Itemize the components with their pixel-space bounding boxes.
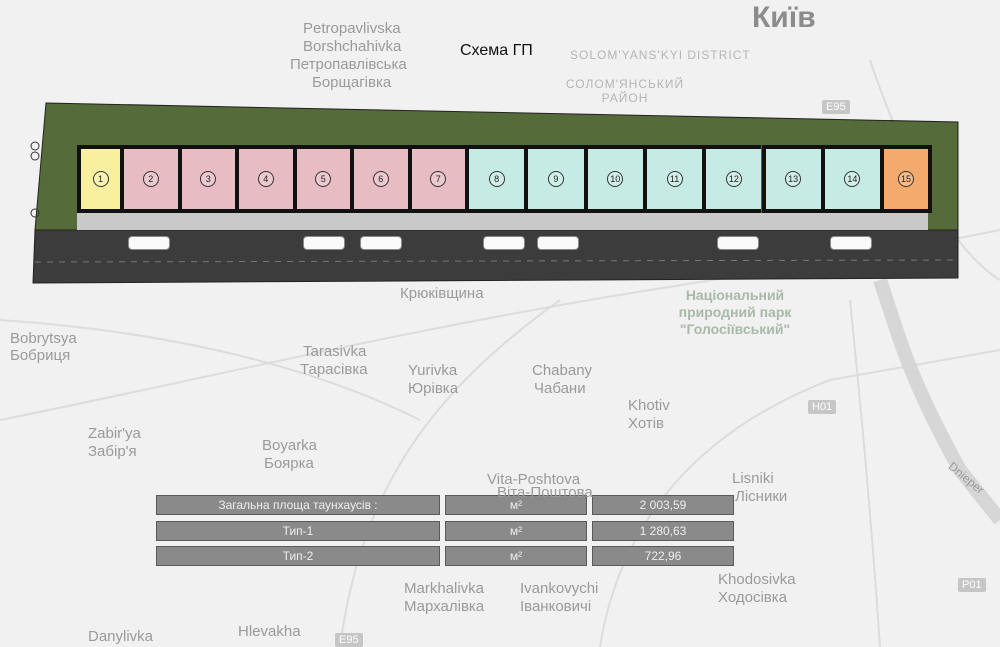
townhouse-unit: 13: [761, 145, 821, 213]
unit-number: 8: [488, 171, 505, 187]
townhouse-unit: 12: [702, 145, 762, 213]
car: [537, 236, 579, 250]
map-label: Віта-Поштова: [497, 484, 593, 501]
unit-number: 7: [430, 171, 447, 187]
unit-number: 15: [898, 171, 915, 187]
townhouse-unit: 6: [350, 145, 408, 213]
map-label: Ivankovychi: [520, 580, 599, 597]
map-label: Khodosivka: [718, 571, 796, 588]
map-label: Borshchahivka: [303, 38, 402, 55]
map-label: Tarasivka: [303, 343, 367, 360]
row-value: 2 003,59: [592, 495, 734, 515]
map-label: Київ: [752, 1, 816, 34]
townhouse-unit: 7: [407, 145, 465, 213]
map-label: Забір'я: [88, 443, 137, 460]
unit-number: 9: [547, 171, 564, 187]
road-shield: P01: [958, 578, 986, 592]
car: [128, 236, 170, 250]
road-marking: [34, 259, 959, 263]
unit-number: 5: [315, 171, 332, 187]
unit-number: 4: [257, 171, 274, 187]
townhouse-unit: 2: [120, 145, 178, 213]
map-label: Danylivka: [88, 628, 154, 645]
map-label: СОЛОМ'ЯНСЬКИЙ РАЙОН: [565, 77, 685, 105]
map-label: Markhalivka: [404, 580, 485, 597]
road-shield: E95: [335, 633, 363, 647]
car: [483, 236, 525, 250]
map-label: Лісники: [735, 488, 788, 505]
map-label: Чабани: [534, 380, 586, 397]
row-value: 722,96: [592, 546, 734, 566]
townhouse-unit: 5: [292, 145, 350, 213]
unit-number: 6: [372, 171, 389, 187]
map-label: Zabir'ya: [88, 425, 141, 442]
row-unit: м²: [445, 546, 587, 566]
row-label: Тип-1: [156, 521, 440, 541]
parking-strip: [77, 213, 928, 230]
car: [303, 236, 345, 250]
townhouse-unit: 14: [820, 145, 881, 213]
map-label: Бобриця: [10, 347, 71, 364]
unit-number: 3: [200, 171, 217, 187]
map-label: Хотів: [628, 415, 665, 432]
unit-number: 11: [666, 171, 683, 187]
car: [830, 236, 872, 250]
table-row: Тип-2 м² 722,96: [156, 546, 734, 566]
map-label: Борщагівка: [312, 74, 392, 91]
table-row: Тип-1 м² 1 280,63: [156, 521, 734, 541]
row-unit: м²: [445, 495, 587, 515]
car: [717, 236, 759, 250]
axis-marker: [30, 208, 40, 218]
row-label: Тип-2: [156, 546, 440, 566]
map-label: Vita-Poshtova: [487, 471, 581, 488]
axis-marker: [30, 141, 40, 151]
map-label: Hlevakha: [238, 623, 301, 640]
unit-number: 14: [844, 171, 861, 187]
townhouse-unit: 11: [642, 145, 703, 213]
townhouse-unit: 3: [177, 145, 235, 213]
townhouse-unit: 8: [465, 145, 525, 213]
map-label: Ходосівка: [718, 589, 787, 606]
map-label: Мархалівка: [404, 598, 485, 615]
map-label: Іванковичі: [520, 598, 592, 615]
map-label: Chabany: [532, 362, 593, 379]
map-label: Крюківщина: [400, 285, 484, 302]
map-label: Petropavlivska: [303, 20, 401, 37]
unit-number: 10: [607, 171, 624, 187]
row-value: 1 280,63: [592, 521, 734, 541]
map-label: Юрівка: [408, 380, 459, 397]
map-label: Петропавлівська: [290, 56, 407, 73]
townhouse-unit: 4: [235, 145, 293, 213]
row-unit: м²: [445, 521, 587, 541]
unit-number: 13: [785, 171, 802, 187]
map-label: Lisniki: [732, 470, 774, 487]
map-label: Khotiv: [628, 397, 670, 414]
table-row: Загальна площа таунхаусів : м² 2 003,59: [156, 495, 734, 515]
map-label: Тарасівка: [300, 361, 368, 378]
townhouse-unit: 10: [583, 145, 643, 213]
page-title: Схема ГП: [460, 42, 533, 59]
map-label: Boyarka: [262, 437, 318, 454]
unit-number: 12: [725, 171, 742, 187]
townhouse-unit: 9: [524, 145, 584, 213]
road-shield: E95: [822, 100, 850, 114]
map-label: Боярка: [264, 455, 314, 472]
map-label: Національний природний парк "Голосіївськ…: [678, 287, 792, 337]
axis-marker: [30, 151, 40, 161]
row-label: Загальна площа таунхаусів :: [156, 495, 440, 515]
unit-number: 2: [142, 171, 159, 187]
map-label: Yurivka: [408, 362, 458, 379]
map-label: Bobrytsya: [10, 330, 77, 347]
car: [360, 236, 402, 250]
townhouse-unit: 1: [77, 145, 120, 213]
road-shield: H01: [808, 400, 837, 414]
unit-number: 1: [92, 171, 109, 187]
townhouse-unit: 15: [880, 145, 932, 213]
